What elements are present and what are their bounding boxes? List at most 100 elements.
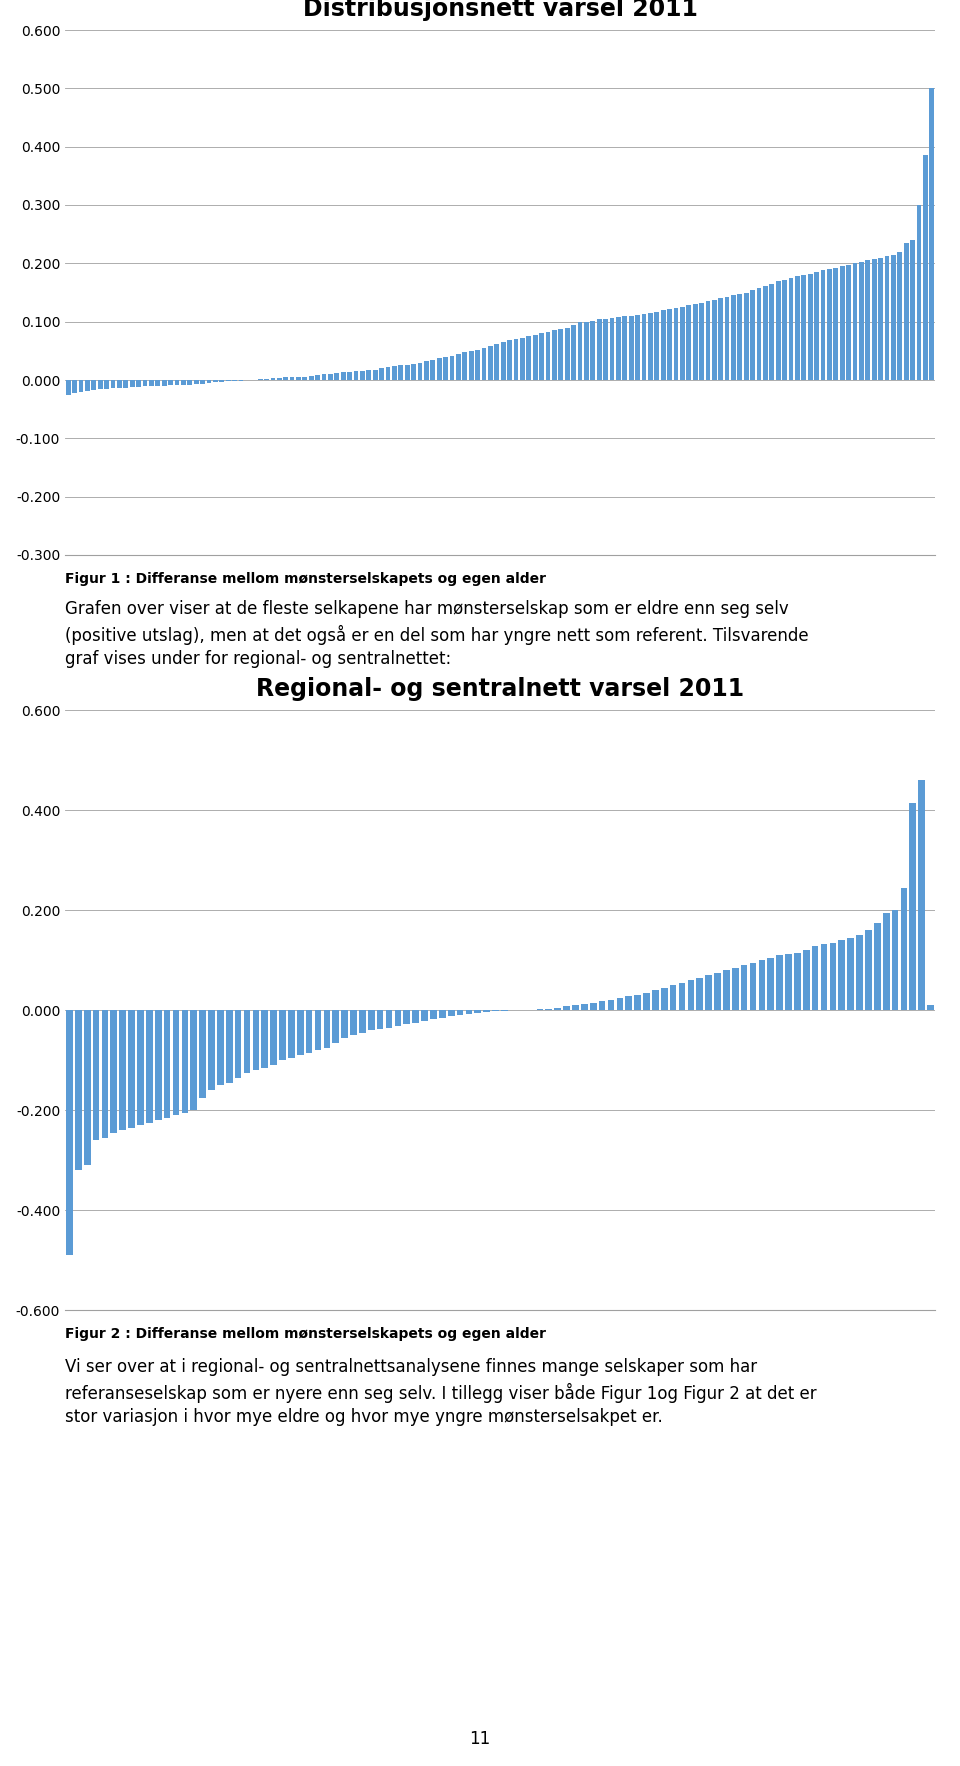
Bar xyxy=(706,975,712,1010)
Bar xyxy=(119,1010,126,1130)
Bar xyxy=(891,254,896,380)
Bar xyxy=(610,318,614,380)
Bar xyxy=(865,931,872,1010)
Bar xyxy=(91,380,96,390)
Bar xyxy=(302,376,307,380)
Bar xyxy=(190,1010,197,1111)
Bar xyxy=(763,286,768,380)
Bar xyxy=(124,380,129,387)
Bar xyxy=(200,380,204,383)
Bar xyxy=(564,1007,570,1010)
Bar xyxy=(828,268,832,380)
Bar xyxy=(776,281,780,380)
Bar xyxy=(156,380,160,385)
Bar xyxy=(392,366,396,380)
Bar xyxy=(350,1010,357,1035)
Bar xyxy=(917,205,922,380)
Bar xyxy=(578,321,583,380)
Bar xyxy=(686,306,691,380)
Bar xyxy=(840,267,845,380)
Bar xyxy=(696,978,703,1010)
Bar xyxy=(398,366,403,380)
Bar xyxy=(328,374,333,380)
Bar xyxy=(437,358,442,380)
Bar xyxy=(367,371,372,380)
Bar xyxy=(927,1005,934,1010)
Bar xyxy=(146,1010,153,1123)
Bar xyxy=(648,313,653,380)
Bar xyxy=(79,380,84,392)
Bar xyxy=(667,309,672,380)
Bar xyxy=(507,341,512,380)
Bar xyxy=(341,373,346,380)
Bar xyxy=(641,314,646,380)
Bar xyxy=(379,369,384,380)
Bar xyxy=(372,369,377,380)
Bar xyxy=(751,290,756,380)
Bar xyxy=(161,380,166,385)
Bar xyxy=(130,380,134,387)
Bar xyxy=(744,293,749,380)
Bar xyxy=(589,1003,596,1010)
Bar xyxy=(622,316,627,380)
Bar xyxy=(110,380,115,389)
Bar xyxy=(714,973,721,1010)
Bar xyxy=(168,380,173,385)
Bar xyxy=(288,1010,295,1058)
Bar xyxy=(758,961,765,1010)
Bar xyxy=(794,952,801,1010)
Bar xyxy=(334,373,339,380)
Bar xyxy=(430,1010,437,1019)
Bar xyxy=(898,253,902,380)
Bar xyxy=(208,1010,215,1090)
Bar xyxy=(105,380,109,389)
Bar xyxy=(457,1010,464,1015)
Bar xyxy=(360,371,365,380)
Bar xyxy=(929,88,934,380)
Bar xyxy=(655,313,660,380)
Bar xyxy=(85,380,90,390)
Bar xyxy=(173,1010,180,1114)
Bar xyxy=(795,275,800,380)
Bar xyxy=(636,314,640,380)
Bar xyxy=(910,240,915,380)
Text: Figur 1 : Differanse mellom mønsterselskapets og egen alder: Figur 1 : Differanse mellom mønsterselsk… xyxy=(65,572,546,586)
Bar xyxy=(164,1010,171,1118)
Bar xyxy=(693,304,698,380)
Bar xyxy=(581,1005,588,1010)
Bar xyxy=(180,380,185,385)
Bar xyxy=(194,380,199,383)
Bar xyxy=(552,330,557,380)
Bar xyxy=(413,1010,419,1023)
Bar xyxy=(403,1010,410,1024)
Bar xyxy=(359,1010,366,1033)
Bar xyxy=(616,998,623,1010)
Bar xyxy=(812,947,819,1010)
Bar xyxy=(315,1010,322,1051)
Bar xyxy=(448,1010,454,1015)
Bar xyxy=(777,955,783,1010)
Bar xyxy=(143,380,148,387)
Bar xyxy=(756,288,761,380)
Bar xyxy=(789,277,794,380)
Bar xyxy=(821,945,828,1010)
Bar xyxy=(136,380,141,387)
Bar xyxy=(110,1010,117,1132)
Bar xyxy=(411,364,416,380)
Bar xyxy=(244,1010,251,1072)
Bar xyxy=(597,320,602,380)
Bar xyxy=(102,1010,108,1137)
Bar xyxy=(782,279,787,380)
Bar xyxy=(200,1010,206,1097)
Bar xyxy=(439,1010,445,1017)
Bar xyxy=(706,302,710,380)
Bar xyxy=(463,351,468,380)
Bar xyxy=(852,263,857,380)
Bar xyxy=(261,1010,268,1067)
Bar xyxy=(554,1007,561,1010)
Bar xyxy=(283,378,288,380)
Bar xyxy=(608,1000,614,1010)
Bar xyxy=(838,940,845,1010)
Bar xyxy=(276,378,281,380)
Bar xyxy=(501,343,506,380)
